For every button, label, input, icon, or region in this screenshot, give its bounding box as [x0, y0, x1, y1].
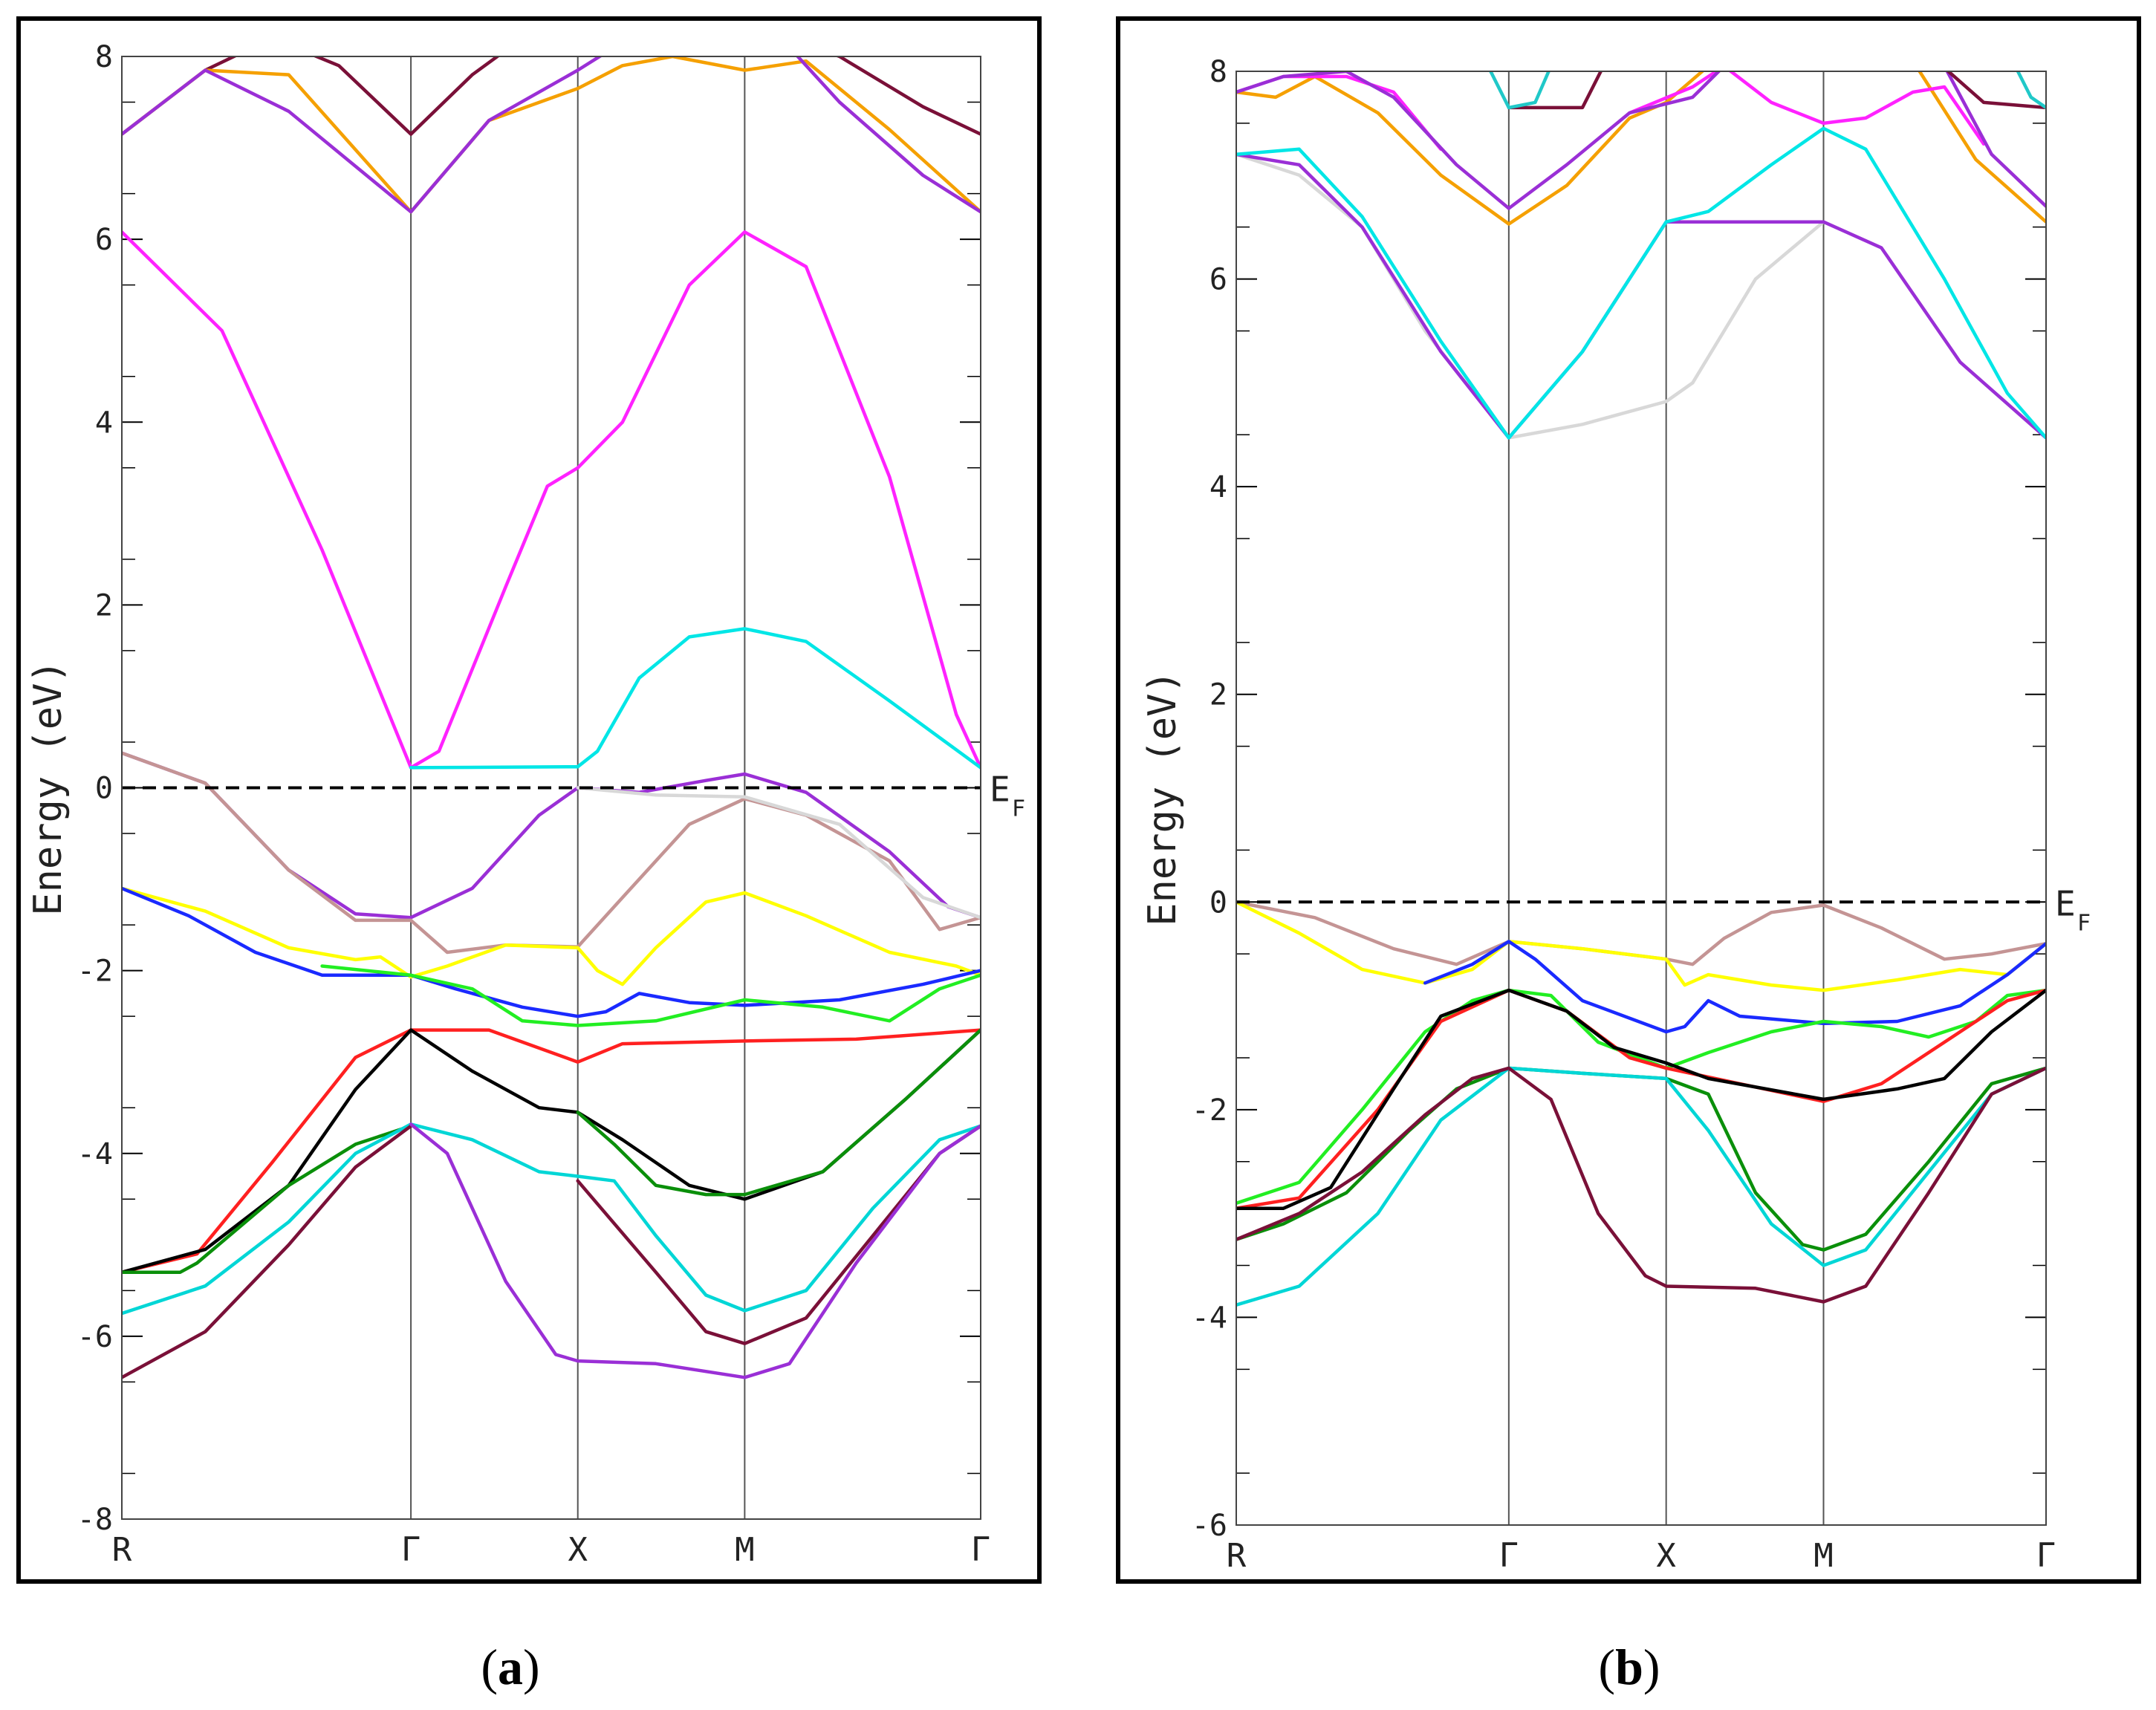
band-a-17 [122, 1122, 981, 1316]
band-a-8 [122, 751, 981, 955]
y-tick-label-a: 0 [95, 772, 113, 806]
band-a-3 [834, 56, 981, 136]
kpoint-label-b: R [1227, 1537, 1247, 1575]
y-tick-label-a: 4 [95, 406, 113, 440]
kpoint-label-b: M [1814, 1537, 1834, 1575]
y-tick-label-a: 6 [95, 223, 113, 257]
y-tick-label-a: -6 [77, 1320, 113, 1354]
band-a-4 [795, 56, 981, 214]
band-a-11 [122, 886, 981, 1018]
minor-ticks-a [122, 101, 981, 1475]
band-b-0 [1236, 71, 1705, 226]
band-a-1 [122, 56, 981, 214]
band-b-7 [1946, 71, 2046, 110]
band-structure-plot-a: 8 6 4 2 0 -2 -4 -6 -8R Γ X M Γ E F Energy (eV) [26, 40, 1025, 1569]
band-b-19 [1236, 1066, 2046, 1252]
y-tick-label-b: -4 [1192, 1301, 1227, 1335]
axes-box-b [1236, 71, 2047, 1526]
band-a-10 [122, 886, 981, 986]
fermi-sub-b: F [2077, 910, 2091, 936]
band-a-9 [576, 786, 981, 920]
band-a-2 [122, 56, 603, 214]
bands-a [122, 56, 981, 1379]
y-tick-label-a: -4 [77, 1137, 113, 1171]
kpoint-label-a: X [568, 1531, 588, 1569]
panel-b-frame: 8 6 4 2 0 -2 -4 -6 R Γ X M Γ E F Energy (eV) [1116, 16, 2141, 1584]
band-b-12 [1236, 126, 2046, 440]
band-b-11 [1236, 152, 2046, 440]
band-b-8 [1488, 71, 1551, 110]
band-a-18 [122, 1124, 413, 1379]
y-tick-label-b: 4 [1209, 470, 1227, 504]
kpoint-label-b: X [1656, 1537, 1676, 1575]
band-a-16 [576, 1028, 981, 1197]
y-tick-label-a: 2 [95, 588, 113, 622]
bands-b [1236, 71, 2046, 1307]
panel-a-frame: 8 6 4 2 0 -2 -4 -6 -8 R Γ X M Γ E F Energy (eV) [16, 16, 1042, 1584]
band-b-15 [1423, 940, 2046, 1034]
band-a-12 [320, 964, 981, 1027]
minor-ticks-b [1236, 123, 2046, 1474]
kpoint-label-a: Γ [401, 1531, 421, 1569]
axes-box-a [121, 56, 981, 1520]
fermi-label-b: E [2055, 883, 2076, 923]
y-axis-label-a: Energy (eV) [26, 660, 71, 915]
y-axis-label-b: Energy (eV) [1140, 670, 1185, 926]
band-b-13 [1236, 900, 2046, 966]
y-tick-label-a: 8 [95, 40, 113, 74]
y-tick-label-b: 8 [1209, 55, 1227, 89]
band-b-4 [1236, 71, 1721, 210]
band-b-10 [1236, 152, 1825, 440]
y-tick-label-b: 0 [1209, 885, 1227, 920]
band-b-1 [1918, 71, 2046, 224]
kpoint-label-a: Γ [971, 1531, 991, 1569]
y-tick-label-b: -2 [1192, 1093, 1227, 1128]
y-tick-label-b: -6 [1192, 1509, 1227, 1543]
band-b-18 [1236, 988, 2046, 1210]
kpoint-label-a: R [112, 1531, 132, 1569]
kpoint-label-a: M [735, 1531, 755, 1569]
fermi-sub-a: F [1012, 796, 1025, 822]
band-b-20 [1236, 1066, 2046, 1307]
band-a-20 [409, 1122, 981, 1379]
band-b-5 [1945, 71, 2046, 208]
band-structure-plot-b: 8 6 4 2 0 -2 -4 -6R Γ X M Γ E F Energy (eV) [1140, 55, 2091, 1575]
y-tick-label-a: -2 [77, 955, 113, 989]
band-b-3 [1628, 71, 1986, 146]
band-b-6 [1507, 71, 1603, 110]
y-tick-label-b: 2 [1209, 678, 1227, 712]
band-a-5 [122, 230, 981, 770]
band-b-21 [1236, 1066, 2046, 1304]
band-b-14 [1236, 900, 2046, 992]
band-a-15 [122, 1124, 413, 1274]
fermi-label-a: E [990, 770, 1010, 810]
caption-b: (b) [1598, 1639, 1660, 1695]
y-tick-label-b: 6 [1209, 263, 1227, 297]
kpoint-label-b: Γ [2036, 1537, 2056, 1575]
band-b-9 [2016, 71, 2046, 110]
band-a-13 [122, 1028, 981, 1274]
kpoint-label-b: Γ [1499, 1537, 1519, 1575]
caption-a: (a) [481, 1639, 540, 1695]
band-a-6 [409, 627, 981, 770]
y-tick-label-a: -8 [77, 1503, 113, 1537]
